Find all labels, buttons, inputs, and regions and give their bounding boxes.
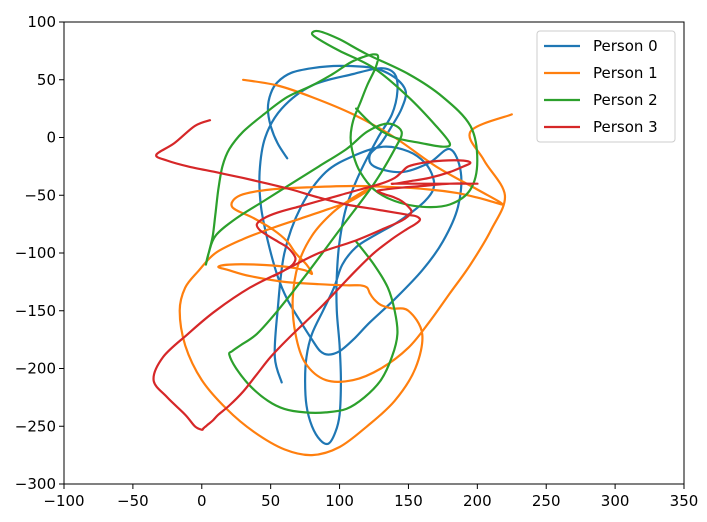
x-tick-label: 50	[261, 492, 280, 510]
y-tick-label: 100	[27, 13, 56, 31]
legend-label: Person 1	[593, 64, 658, 82]
y-tick-label: −300	[15, 475, 56, 493]
plot-lines	[152, 29, 513, 457]
legend-label: Person 3	[593, 118, 658, 136]
series-line-person-2	[204, 29, 479, 414]
x-tick-label: 250	[532, 492, 561, 510]
x-tick-label: −100	[43, 492, 84, 510]
series-line-person-3	[152, 119, 479, 431]
x-tick-label: 0	[197, 492, 207, 510]
y-tick-label: −150	[15, 302, 56, 320]
legend-label: Person 2	[593, 91, 658, 109]
legend-box	[536, 30, 676, 143]
y-tick-label: −250	[15, 417, 56, 435]
legend: Person 0 Person 1 Person 2 Person 3	[536, 30, 676, 143]
x-tick-label: 150	[394, 492, 423, 510]
series-line-person-1	[178, 78, 513, 457]
x-tick-label: 200	[463, 492, 492, 510]
y-axis: −300 −250 −200 −150 −100 −50 0 50 100	[15, 13, 64, 493]
x-tick-label: 100	[325, 492, 354, 510]
y-tick-label: −200	[15, 360, 56, 378]
y-tick-label: 50	[37, 71, 56, 89]
x-tick-label: 300	[601, 492, 630, 510]
x-tick-label: −50	[117, 492, 149, 510]
y-tick-label: −50	[24, 186, 56, 204]
x-axis: −100 −50 0 50 100 150 200 250 300 350	[43, 484, 698, 510]
y-tick-label: −100	[15, 244, 56, 262]
x-tick-label: 350	[670, 492, 699, 510]
y-tick-label: 0	[46, 129, 56, 147]
legend-label: Person 0	[593, 37, 658, 55]
